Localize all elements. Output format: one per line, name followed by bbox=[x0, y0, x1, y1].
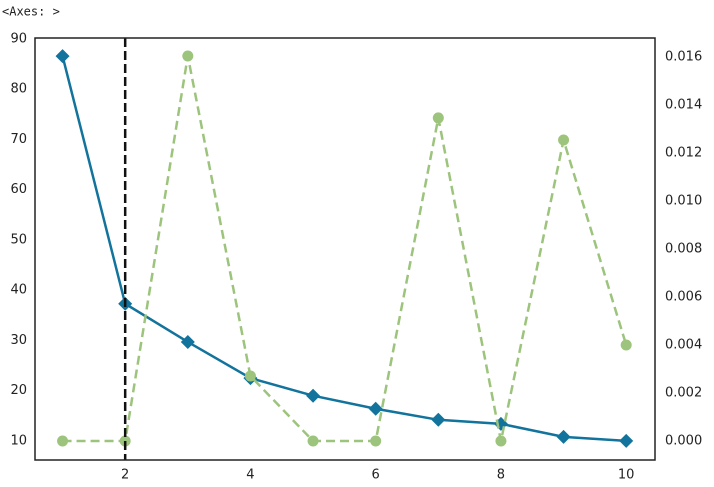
x-tick-label: 10 bbox=[618, 468, 635, 483]
y2-tick-label: 0.004 bbox=[665, 338, 702, 353]
y2-tick-label: 0.006 bbox=[665, 290, 702, 305]
marker bbox=[432, 112, 444, 124]
marker bbox=[556, 429, 571, 444]
y2-tick-label: 0.008 bbox=[665, 242, 702, 257]
y-tick-label: 10 bbox=[10, 433, 27, 448]
marker bbox=[307, 435, 319, 447]
y-tick-label: 80 bbox=[10, 82, 27, 97]
marker bbox=[495, 435, 507, 447]
y-tick-label: 90 bbox=[10, 32, 27, 47]
marker bbox=[431, 412, 446, 427]
y2-tick-label: 0.016 bbox=[665, 49, 702, 64]
marker bbox=[368, 401, 383, 416]
marker bbox=[620, 339, 632, 351]
y-tick-label: 20 bbox=[10, 383, 27, 398]
marker bbox=[55, 49, 70, 64]
marker bbox=[57, 435, 69, 447]
marker bbox=[244, 370, 256, 382]
y-tick-label: 30 bbox=[10, 333, 27, 348]
x-tick-label: 8 bbox=[497, 468, 505, 483]
marker bbox=[306, 388, 321, 403]
series-line bbox=[62, 55, 628, 443]
marker bbox=[558, 134, 570, 146]
x-tick-label: 2 bbox=[121, 468, 129, 483]
marker bbox=[182, 50, 194, 62]
marker bbox=[619, 433, 634, 448]
y-tick-label: 50 bbox=[10, 232, 27, 247]
y2-tick-label: 0.014 bbox=[665, 97, 702, 112]
plot-frame bbox=[34, 37, 656, 461]
y-tick-label: 70 bbox=[10, 132, 27, 147]
y2-tick-label: 0.000 bbox=[665, 434, 702, 449]
y-tick-label: 60 bbox=[10, 182, 27, 197]
x-tick-label: 6 bbox=[372, 468, 380, 483]
x-tick-label: 4 bbox=[246, 468, 254, 483]
y-tick-label: 40 bbox=[10, 283, 27, 298]
axes-repr: <Axes: > bbox=[2, 5, 60, 19]
marker bbox=[180, 334, 195, 349]
y2-tick-label: 0.012 bbox=[665, 145, 702, 160]
y2-tick-label: 0.010 bbox=[665, 193, 702, 208]
y2-tick-label: 0.002 bbox=[665, 386, 702, 401]
series-line bbox=[61, 55, 627, 443]
marker bbox=[370, 435, 382, 447]
